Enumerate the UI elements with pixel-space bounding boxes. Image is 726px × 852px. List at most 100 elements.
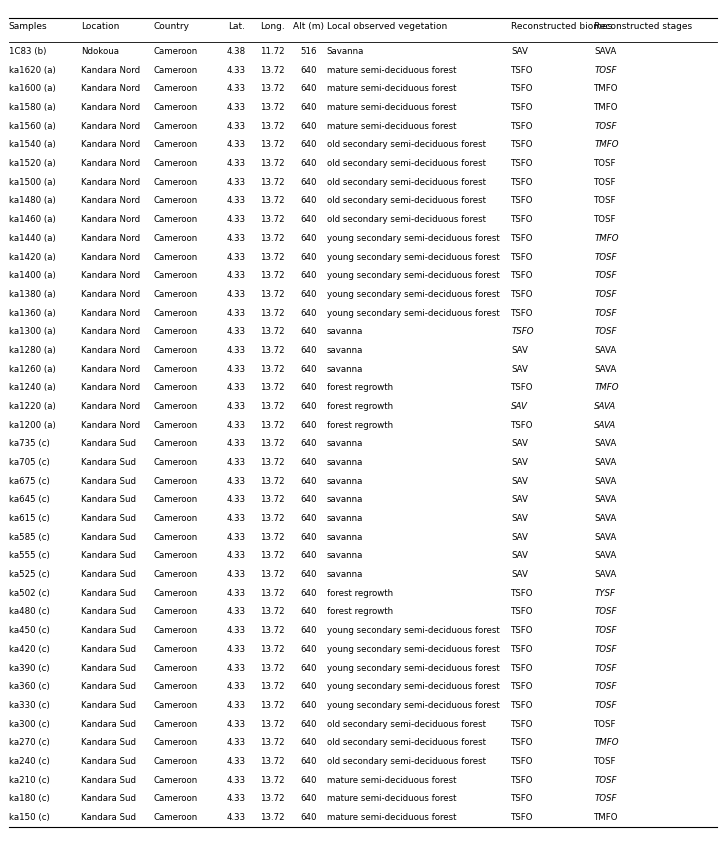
- Text: ka420 (c): ka420 (c): [9, 645, 49, 653]
- Text: Cameroon: Cameroon: [153, 421, 197, 429]
- Text: 13.72: 13.72: [261, 720, 285, 728]
- Text: Kandara Nord: Kandara Nord: [81, 365, 140, 374]
- Text: SAVA: SAVA: [595, 458, 616, 467]
- Text: 13.72: 13.72: [261, 84, 285, 94]
- Text: forest regrowth: forest regrowth: [327, 589, 393, 598]
- Text: Kandara Nord: Kandara Nord: [81, 346, 140, 355]
- Text: Cameroon: Cameroon: [153, 178, 197, 187]
- Text: ka1200 (a): ka1200 (a): [9, 421, 55, 429]
- Text: Samples: Samples: [9, 22, 47, 31]
- Text: old secondary semi-deciduous forest: old secondary semi-deciduous forest: [327, 720, 486, 728]
- Text: ka1220 (a): ka1220 (a): [9, 402, 55, 411]
- Text: 640: 640: [301, 252, 317, 262]
- Text: ka1520 (a): ka1520 (a): [9, 159, 55, 168]
- Text: 13.72: 13.72: [261, 252, 285, 262]
- Text: SAV: SAV: [511, 346, 528, 355]
- Text: 4.33: 4.33: [227, 141, 246, 149]
- Text: 640: 640: [301, 682, 317, 691]
- Text: 640: 640: [301, 346, 317, 355]
- Text: Cameroon: Cameroon: [153, 66, 197, 75]
- Text: 11.72: 11.72: [261, 47, 285, 56]
- Text: Cameroon: Cameroon: [153, 551, 197, 561]
- Text: TMFO: TMFO: [595, 233, 619, 243]
- Text: TSFO: TSFO: [511, 607, 534, 617]
- Text: 13.72: 13.72: [261, 775, 285, 785]
- Text: TSFO: TSFO: [511, 383, 534, 392]
- Text: 4.33: 4.33: [227, 514, 246, 523]
- Text: 13.72: 13.72: [261, 271, 285, 280]
- Text: TOSF: TOSF: [595, 178, 617, 187]
- Text: Cameroon: Cameroon: [153, 495, 197, 504]
- Text: mature semi-deciduous forest: mature semi-deciduous forest: [327, 794, 457, 803]
- Text: TMFO: TMFO: [595, 813, 619, 822]
- Text: Cameroon: Cameroon: [153, 514, 197, 523]
- Text: Cameroon: Cameroon: [153, 720, 197, 728]
- Text: young secondary semi-deciduous forest: young secondary semi-deciduous forest: [327, 664, 499, 672]
- Text: 4.33: 4.33: [227, 122, 246, 130]
- Text: Kandara Nord: Kandara Nord: [81, 271, 140, 280]
- Text: Kandara Nord: Kandara Nord: [81, 197, 140, 205]
- Text: Kandara Sud: Kandara Sud: [81, 551, 136, 561]
- Text: Cameroon: Cameroon: [153, 346, 197, 355]
- Text: young secondary semi-deciduous forest: young secondary semi-deciduous forest: [327, 290, 499, 299]
- Text: Cameroon: Cameroon: [153, 813, 197, 822]
- Text: ka1360 (a): ka1360 (a): [9, 308, 55, 318]
- Text: 13.72: 13.72: [261, 233, 285, 243]
- Text: 13.72: 13.72: [261, 626, 285, 635]
- Text: 13.72: 13.72: [261, 701, 285, 710]
- Text: 13.72: 13.72: [261, 551, 285, 561]
- Text: 4.33: 4.33: [227, 589, 246, 598]
- Text: Kandara Sud: Kandara Sud: [81, 682, 136, 691]
- Text: TSFO: TSFO: [511, 233, 534, 243]
- Text: 640: 640: [301, 178, 317, 187]
- Text: SAV: SAV: [511, 570, 528, 579]
- Text: 4.33: 4.33: [227, 421, 246, 429]
- Text: 4.33: 4.33: [227, 233, 246, 243]
- Text: Location: Location: [81, 22, 119, 31]
- Text: 4.33: 4.33: [227, 720, 246, 728]
- Text: Kandara Sud: Kandara Sud: [81, 701, 136, 710]
- Text: Kandara Sud: Kandara Sud: [81, 775, 136, 785]
- Text: Cameroon: Cameroon: [153, 103, 197, 112]
- Text: TOSF: TOSF: [595, 794, 617, 803]
- Text: Kandara Sud: Kandara Sud: [81, 477, 136, 486]
- Text: Cameroon: Cameroon: [153, 645, 197, 653]
- Text: TOSF: TOSF: [595, 216, 617, 224]
- Text: 4.33: 4.33: [227, 103, 246, 112]
- Text: TSFO: TSFO: [511, 626, 534, 635]
- Text: 4.33: 4.33: [227, 178, 246, 187]
- Text: Kandara Nord: Kandara Nord: [81, 141, 140, 149]
- Text: SAVA: SAVA: [595, 495, 616, 504]
- Text: TSFO: TSFO: [511, 308, 534, 318]
- Text: 640: 640: [301, 813, 317, 822]
- Text: Cameroon: Cameroon: [153, 271, 197, 280]
- Text: savanna: savanna: [327, 327, 363, 337]
- Text: 13.72: 13.72: [261, 757, 285, 766]
- Text: 640: 640: [301, 458, 317, 467]
- Text: SAV: SAV: [511, 477, 528, 486]
- Text: Cameroon: Cameroon: [153, 757, 197, 766]
- Text: savanna: savanna: [327, 458, 363, 467]
- Text: Kandara Nord: Kandara Nord: [81, 178, 140, 187]
- Text: 640: 640: [301, 308, 317, 318]
- Text: Cameroon: Cameroon: [153, 122, 197, 130]
- Text: Cameroon: Cameroon: [153, 739, 197, 747]
- Text: Cameroon: Cameroon: [153, 47, 197, 56]
- Text: SAV: SAV: [511, 458, 528, 467]
- Text: TSFO: TSFO: [511, 197, 534, 205]
- Text: Kandara Sud: Kandara Sud: [81, 458, 136, 467]
- Text: 516: 516: [301, 47, 317, 56]
- Text: Kandara Nord: Kandara Nord: [81, 233, 140, 243]
- Text: ka1280 (a): ka1280 (a): [9, 346, 55, 355]
- Text: Lat.: Lat.: [228, 22, 245, 31]
- Text: ka705 (c): ka705 (c): [9, 458, 49, 467]
- Text: TOSF: TOSF: [595, 626, 617, 635]
- Text: Reconstructed stages: Reconstructed stages: [595, 22, 693, 31]
- Text: 640: 640: [301, 739, 317, 747]
- Text: SAV: SAV: [511, 402, 528, 411]
- Text: 640: 640: [301, 402, 317, 411]
- Text: mature semi-deciduous forest: mature semi-deciduous forest: [327, 122, 457, 130]
- Text: 13.72: 13.72: [261, 346, 285, 355]
- Text: 13.72: 13.72: [261, 308, 285, 318]
- Text: old secondary semi-deciduous forest: old secondary semi-deciduous forest: [327, 197, 486, 205]
